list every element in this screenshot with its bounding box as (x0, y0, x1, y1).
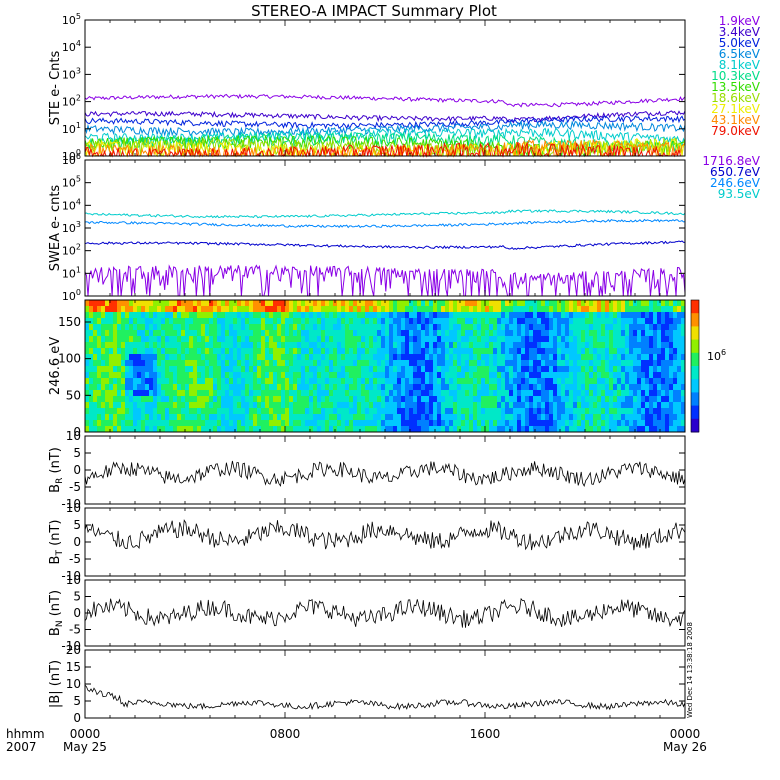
legend-27.1keV: 27.1keV (711, 102, 761, 116)
ste-series-6.5keV (84, 119, 686, 137)
ytick-label: 5 (73, 446, 81, 460)
ytick-label: 10 (66, 573, 81, 587)
legend-246.6eV: 246.6eV (710, 176, 761, 190)
ytick-label: 105 (62, 12, 81, 27)
ytick-label: 100 (58, 352, 81, 366)
ytick-label: 10 (66, 429, 81, 443)
ytick-label: 101 (62, 121, 81, 136)
legend-3.4keV: 3.4keV (719, 25, 761, 39)
legend-5.0keV: 5.0keV (719, 36, 761, 50)
legend-13.5keV: 13.5keV (711, 80, 761, 94)
legend-1716.8eV: 1716.8eV (702, 154, 760, 168)
legend-43.1keV: 43.1keV (711, 113, 761, 127)
bt-series (84, 519, 686, 551)
swea-series-1716.8eV (84, 264, 686, 297)
legend-8.1keV: 8.1keV (719, 58, 761, 72)
bn-ylabel: BN (nT) (48, 590, 65, 636)
legend-79.0keV: 79.0keV (711, 124, 761, 138)
ytick-label: -5 (69, 480, 81, 494)
ytick-label: 5 (73, 590, 81, 604)
legend-18.6keV: 18.6keV (711, 91, 761, 105)
bmag-series (84, 684, 686, 711)
ste-series-3.4keV (84, 110, 686, 124)
ytick-label: 150 (58, 315, 81, 329)
legend-6.5keV: 6.5keV (719, 47, 761, 61)
x-axis-format-label: hhmm (6, 727, 45, 741)
ste-series-79.0keV (84, 141, 685, 158)
ytick-label: 106 (62, 152, 81, 167)
ytick-label: 103 (62, 66, 81, 81)
bmag-ylabel: |B| (nT) (48, 660, 63, 708)
ytick-label: 103 (62, 220, 81, 235)
legend: 1.9keV3.4keV5.0keV6.5keV8.1keV10.3keV13.… (702, 14, 760, 201)
ytick-label: 15 (66, 660, 81, 674)
ytick-label: -10 (61, 639, 81, 653)
swea-series-650.7eV (84, 240, 686, 250)
ytick-label: 102 (62, 243, 81, 258)
swea-ylabel: SWEA e- cnts (48, 185, 63, 272)
ytick-label: 0 (73, 711, 81, 725)
ytick-label: 105 (62, 175, 81, 190)
ytick-label: 10 (66, 677, 81, 691)
legend-10.3keV: 10.3keV (711, 69, 761, 83)
xtick-date-label: May 25 (63, 740, 107, 754)
xtick-label: 0000 (670, 727, 701, 741)
ytick-label: -10 (61, 497, 81, 511)
pad-ylabel: 246.6 eV (48, 337, 63, 395)
bmag-panel: 0 5 10 15 20|B| (nT) (48, 643, 686, 725)
swea-series-93.5eV (84, 209, 686, 219)
ste-series-1.9keV (84, 93, 686, 108)
swea-panel: 100 101 102 103 104 105 106 SWEA e- cnts (48, 152, 686, 303)
ytick-label: -5 (69, 552, 81, 566)
ytick-label: -10 (61, 569, 81, 583)
legend-93.5eV: 93.5eV (718, 187, 761, 201)
xtick-date-label: May 26 (663, 740, 707, 754)
bt-frame (84, 507, 686, 577)
xtick-label: 1600 (470, 727, 501, 741)
colorbar-label: 106 (707, 348, 726, 363)
xtick-label: 0000 (70, 727, 101, 741)
swea-series-246.6eV (84, 218, 686, 229)
ytick-label: 102 (62, 94, 81, 109)
ytick-label: 100 (62, 288, 81, 303)
br-ylabel: BR (nT) (48, 447, 65, 493)
x-axis-year-label: 2007 (6, 740, 37, 754)
ytick-label: 5 (73, 694, 81, 708)
bt-ylabel: BT (nT) (48, 520, 65, 565)
ste-series-5.0keV (84, 114, 686, 130)
legend-650.7eV: 650.7eV (710, 165, 761, 179)
timestamp: Wed Dec 14 13:38:18 2008 (686, 622, 694, 718)
ytick-label: 0 (73, 606, 81, 620)
ytick-label: 5 (73, 518, 81, 532)
br-frame (84, 435, 686, 505)
bmag-frame (84, 649, 686, 719)
ytick-label: 50 (66, 388, 81, 402)
legend-1.9keV: 1.9keV (719, 14, 761, 28)
ytick-label: 101 (62, 265, 81, 280)
ytick-label: 20 (66, 643, 81, 657)
ytick-label: 10 (66, 501, 81, 515)
ste-ylabel: STE e- Cnts (48, 50, 63, 125)
ytick-label: -5 (69, 623, 81, 637)
ytick-label: 104 (62, 197, 81, 212)
pad-panel: 0 50 100 150 106 246.6 eV (48, 299, 726, 439)
ytick-label: 0 (73, 535, 81, 549)
xtick-label: 0800 (270, 727, 301, 741)
br-series (84, 460, 686, 488)
bn-series (84, 597, 686, 628)
plot-title: STEREO-A IMPACT Summary Plot (251, 2, 497, 20)
ytick-label: 0 (73, 425, 81, 439)
ytick-label: 0 (73, 463, 81, 477)
colorbar: 106 (690, 299, 726, 433)
ytick-label: 104 (62, 39, 81, 54)
